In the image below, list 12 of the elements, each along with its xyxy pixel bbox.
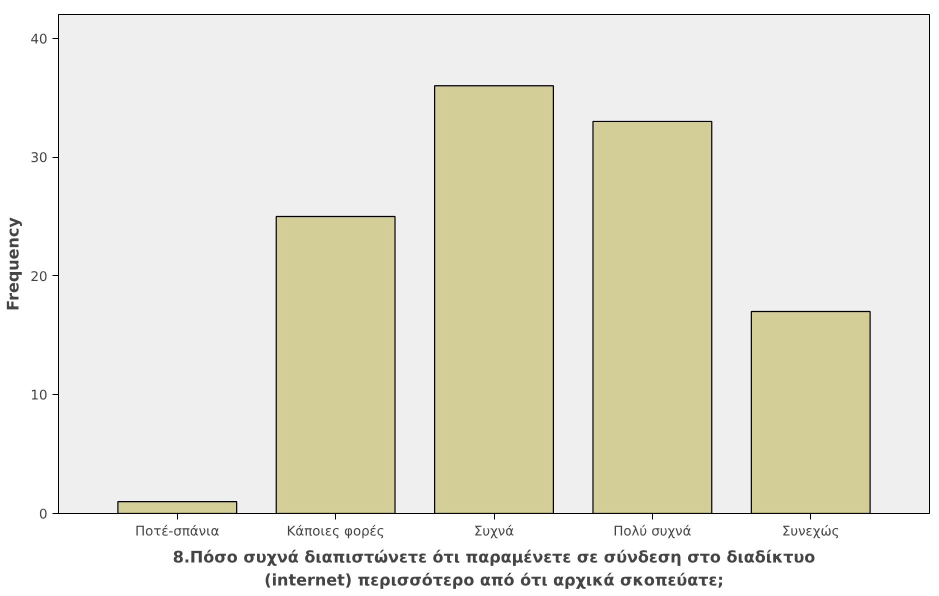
x-tick-label: Πολύ συχνά [613, 524, 692, 540]
y-tick-label: 40 [30, 32, 48, 48]
x-tick-label: Συνεχώς [782, 524, 840, 540]
y-tick-label: 30 [30, 151, 48, 166]
x-axis-title: 8.Πόσο συχνά διαπιστώνετε ότι παραμένετε σε σύνδεση στο διαδίκτυο (internet) περισσότερο από ότι αρχικά σκοπεύατε; [172, 548, 816, 590]
y-tick-label: 20 [30, 270, 48, 285]
y-tick-label: 0 [39, 508, 48, 522]
x-tick-label: Συχνά [474, 524, 514, 540]
y-tick-label: 10 [30, 388, 48, 404]
x-tick-label: Κάποιες φορές [286, 524, 385, 540]
y-axis-title: Frequency [4, 216, 23, 311]
x-tick-label: Ποτέ-σπάνια [135, 524, 220, 540]
